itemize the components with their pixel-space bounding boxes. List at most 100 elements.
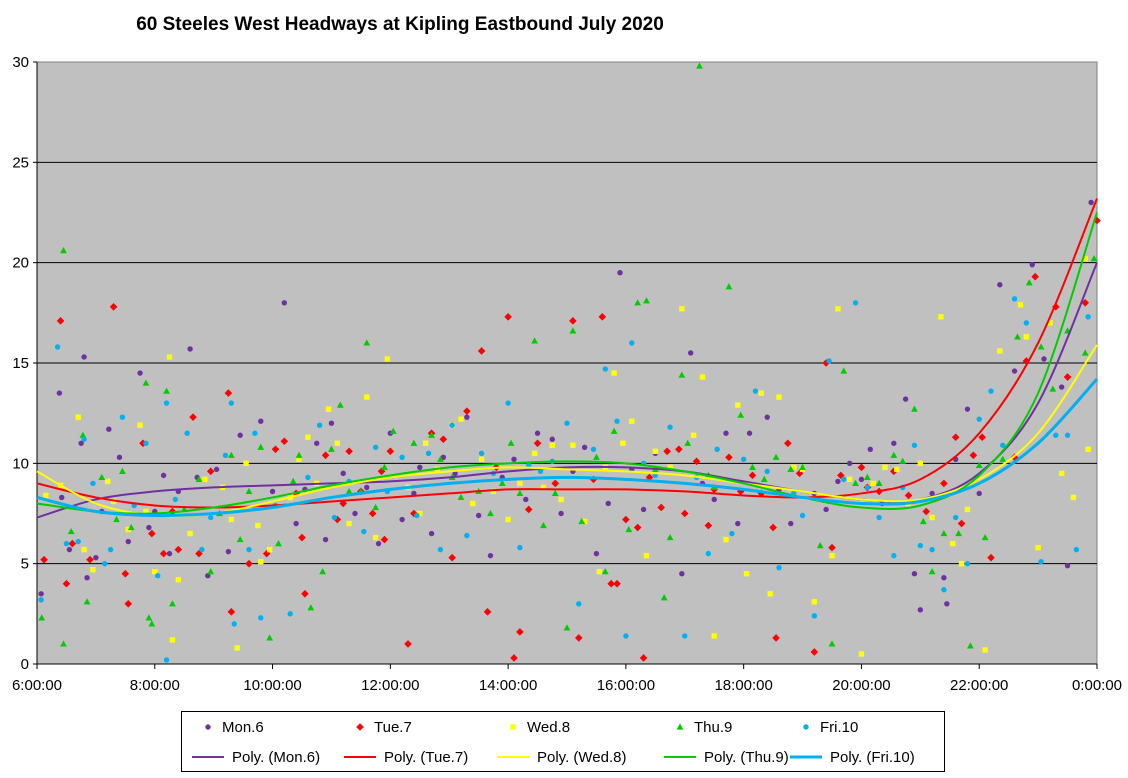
point-thu-9 <box>760 475 768 482</box>
point-tue-7 <box>368 509 377 518</box>
point-fri-10 <box>667 424 673 430</box>
point-fri-10 <box>399 454 405 461</box>
point-mon-6 <box>687 350 694 356</box>
point-thu-9 <box>363 339 371 346</box>
legend-trend-label: Poly. (Tue.7) <box>384 748 469 766</box>
point-wed-8 <box>296 456 302 463</box>
point-tue-7 <box>206 467 215 476</box>
point-thu-9 <box>911 405 918 412</box>
point-wed-8 <box>234 645 240 651</box>
point-fri-10 <box>107 546 114 553</box>
point-thu-9 <box>98 473 106 480</box>
point-tue-7 <box>121 569 130 578</box>
point-thu-9 <box>928 568 936 575</box>
point-mon-6 <box>66 546 73 553</box>
point-tue-7 <box>227 608 236 616</box>
point-tue-7 <box>463 407 471 415</box>
point-wed-8 <box>43 492 49 499</box>
point-thu-9 <box>863 473 871 480</box>
point-mon-6 <box>137 370 143 376</box>
point-thu-9 <box>660 594 668 601</box>
point-mon-6 <box>746 430 753 436</box>
point-thu-9 <box>275 540 282 547</box>
point-fri-10 <box>776 564 782 571</box>
legend-label: Thu.9 <box>694 718 733 736</box>
point-wed-8 <box>1058 470 1065 477</box>
point-thu-9 <box>113 515 120 523</box>
point-thu-9 <box>295 451 303 458</box>
point-wed-8 <box>255 522 261 529</box>
point-tue-7 <box>622 515 630 524</box>
point-fri-10 <box>208 514 214 521</box>
point-thu-9 <box>966 642 974 649</box>
point-wed-8 <box>846 476 853 483</box>
point-wed-8 <box>81 546 87 553</box>
point-wed-8 <box>305 434 311 440</box>
point-thu-9 <box>227 451 235 458</box>
point-thu-9 <box>593 453 600 460</box>
point-wed-8 <box>372 534 379 541</box>
point-fri-10 <box>590 446 597 452</box>
point-wed-8 <box>243 460 249 467</box>
point-wed-8 <box>982 647 988 653</box>
point-thu-9 <box>79 431 87 438</box>
point-tue-7 <box>639 654 648 662</box>
point-tue-7 <box>386 447 395 456</box>
point-thu-9 <box>601 568 609 575</box>
point-wed-8 <box>478 456 485 463</box>
point-mon-6 <box>125 538 131 545</box>
point-mon-6 <box>59 494 65 501</box>
point-fri-10 <box>305 474 311 481</box>
point-wed-8 <box>950 540 956 547</box>
point-thu-9 <box>145 614 153 621</box>
point-mon-6 <box>160 472 167 479</box>
point-mon-6 <box>823 506 829 513</box>
point-fri-10 <box>38 597 44 603</box>
point-fri-10 <box>929 546 935 553</box>
point-mon-6 <box>166 550 173 557</box>
point-tue-7 <box>271 445 280 454</box>
point-fri-10 <box>184 430 190 436</box>
point-wed-8 <box>1023 334 1030 340</box>
point-thu-9 <box>60 640 67 647</box>
point-fri-10 <box>172 496 179 503</box>
point-thu-9 <box>955 529 963 537</box>
point-wed-8 <box>422 440 429 446</box>
point-mon-6 <box>1088 199 1094 206</box>
point-fri-10 <box>602 366 608 372</box>
point-tue-7 <box>339 499 348 508</box>
point-mon-6 <box>617 270 623 276</box>
point-tue-7 <box>857 463 866 472</box>
point-thu-9 <box>83 598 91 605</box>
legend-item-wed-8: Wed.8 <box>505 712 570 742</box>
x-tick-label: 10:00:00 <box>243 677 301 694</box>
point-mon-6 <box>213 466 220 473</box>
point-fri-10 <box>852 300 859 306</box>
point-thu-9 <box>999 455 1007 462</box>
point-fri-10 <box>576 601 582 607</box>
point-fri-10 <box>811 613 818 619</box>
point-mon-6 <box>593 550 600 557</box>
chart-title: 60 Steeles West Headways at Kipling East… <box>136 14 664 35</box>
point-wed-8 <box>791 464 797 471</box>
legend-trend-label: Poly. (Fri.10) <box>830 748 915 766</box>
point-tue-7 <box>483 608 492 616</box>
point-thu-9 <box>828 640 836 647</box>
point-mon-6 <box>452 470 458 477</box>
point-wed-8 <box>531 450 538 456</box>
point-tue-7 <box>810 648 819 656</box>
point-mon-6 <box>475 512 482 519</box>
point-thu-9 <box>737 411 745 418</box>
point-wed-8 <box>643 552 650 559</box>
point-wed-8 <box>596 568 603 575</box>
point-tue-7 <box>86 555 94 564</box>
point-thu-9 <box>975 461 983 468</box>
point-wed-8 <box>187 530 193 537</box>
trendline-thu-9 <box>36 212 1098 515</box>
point-tue-7 <box>978 433 986 442</box>
point-mon-6 <box>1058 384 1065 390</box>
point-thu-9 <box>195 475 203 482</box>
point-mon-6 <box>997 282 1003 288</box>
point-tue-7 <box>68 539 77 548</box>
point-mon-6 <box>902 396 909 402</box>
